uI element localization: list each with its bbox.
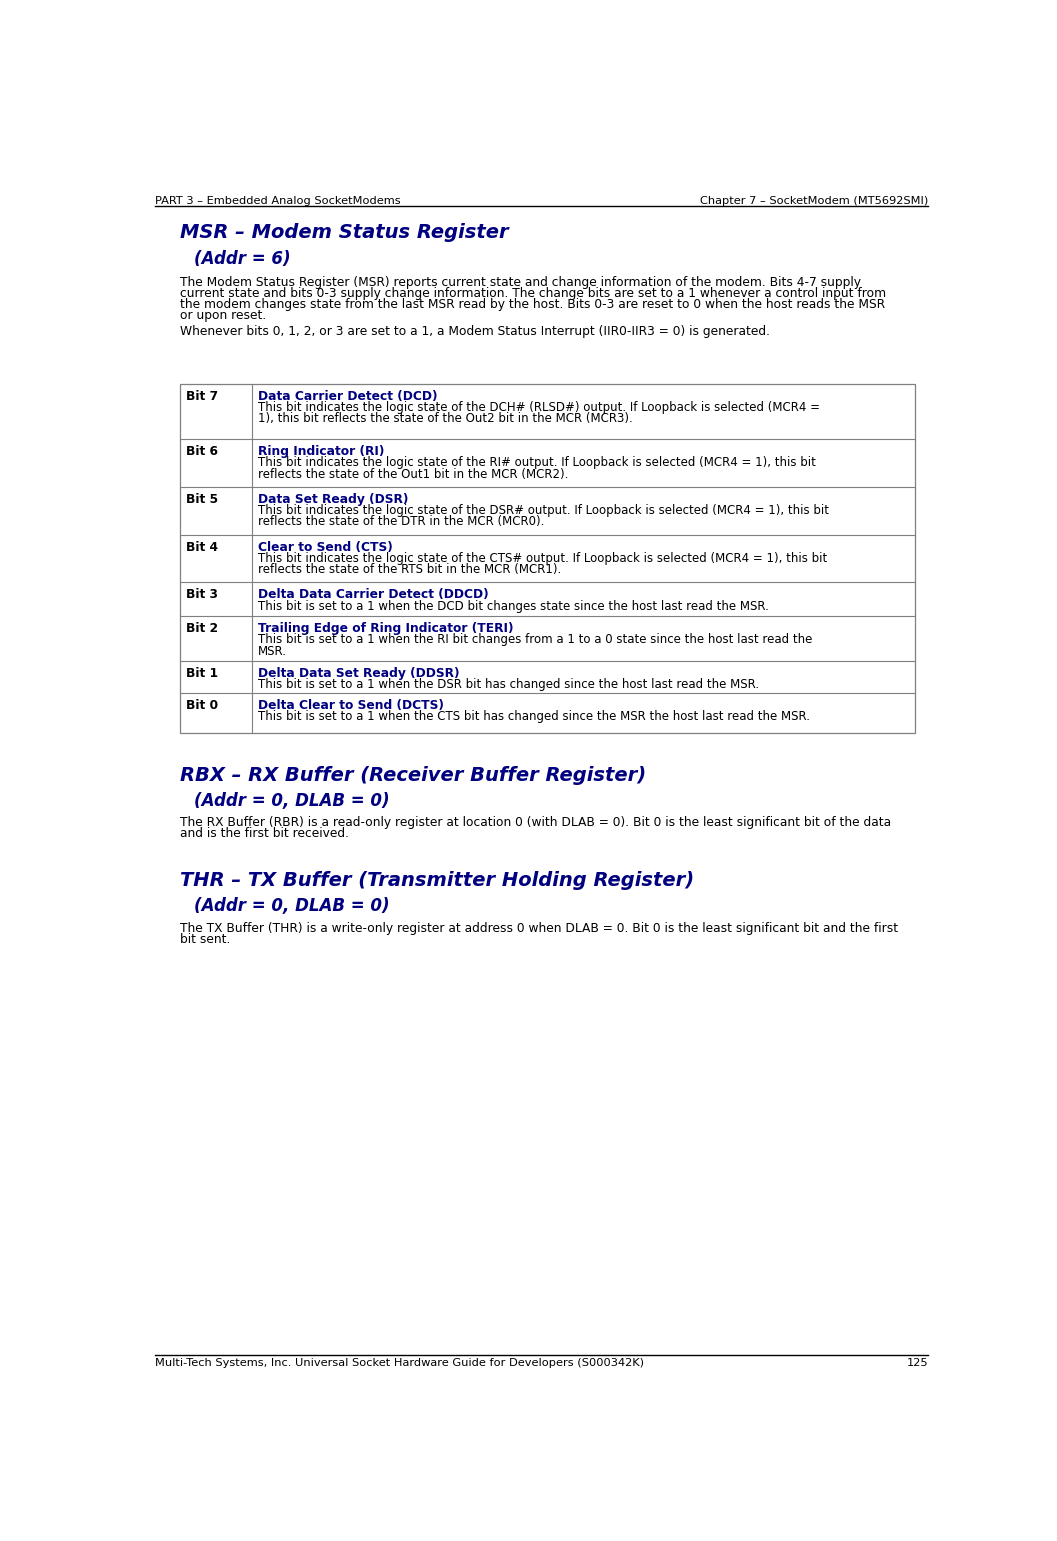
Text: THR – TX Buffer (Transmitter Holding Register): THR – TX Buffer (Transmitter Holding Reg…: [180, 871, 694, 891]
Text: bit sent.: bit sent.: [180, 932, 230, 946]
Text: MSR.: MSR.: [258, 644, 286, 658]
Text: The Modem Status Register (MSR) reports current state and change information of : The Modem Status Register (MSR) reports …: [180, 276, 861, 288]
Text: This bit indicates the logic state of the CTS# output. If Loopback is selected (: This bit indicates the logic state of th…: [258, 552, 827, 566]
Text: This bit indicates the logic state of the DCH# (RLSD#) output. If Loopback is se: This bit indicates the logic state of th…: [258, 401, 819, 415]
Text: Data Set Ready (DSR): Data Set Ready (DSR): [258, 493, 408, 505]
Text: Chapter 7 – SocketModem (MT5692SMI): Chapter 7 – SocketModem (MT5692SMI): [700, 196, 928, 205]
Text: PART 3 – Embedded Analog SocketModems: PART 3 – Embedded Analog SocketModems: [155, 196, 401, 205]
Text: This bit is set to a 1 when the DCD bit changes state since the host last read t: This bit is set to a 1 when the DCD bit …: [258, 599, 768, 613]
Text: MSR – Modem Status Register: MSR – Modem Status Register: [180, 223, 508, 242]
Bar: [180, 384, 915, 734]
Text: Bit 5: Bit 5: [186, 493, 218, 505]
Text: The RX Buffer (RBR) is a read-only register at location 0 (with DLAB = 0). Bit 0: The RX Buffer (RBR) is a read-only regis…: [180, 817, 891, 829]
Text: Bit 3: Bit 3: [186, 589, 218, 601]
Text: reflects the state of the Out1 bit in the MCR (MCR2).: reflects the state of the Out1 bit in th…: [258, 467, 568, 481]
Text: Bit 2: Bit 2: [186, 623, 218, 635]
Text: The TX Buffer (THR) is a write-only register at address 0 when DLAB = 0. Bit 0 i: The TX Buffer (THR) is a write-only regi…: [180, 922, 898, 935]
Text: 1), this bit reflects the state of the Out2 bit in the MCR (MCR3).: 1), this bit reflects the state of the O…: [258, 411, 632, 425]
Text: or upon reset.: or upon reset.: [180, 310, 266, 322]
Text: This bit is set to a 1 when the CTS bit has changed since the MSR the host last : This bit is set to a 1 when the CTS bit …: [258, 710, 810, 723]
Text: This bit indicates the logic state of the DSR# output. If Loopback is selected (: This bit indicates the logic state of th…: [258, 504, 829, 518]
Text: the modem changes state from the last MSR read by the host. Bits 0-3 are reset t: the modem changes state from the last MS…: [180, 297, 886, 311]
Text: Bit 0: Bit 0: [186, 700, 218, 712]
Text: Ring Indicator (RI): Ring Indicator (RI): [258, 445, 384, 458]
Text: Bit 7: Bit 7: [186, 390, 218, 402]
Text: 125: 125: [907, 1358, 928, 1367]
Text: Delta Clear to Send (DCTS): Delta Clear to Send (DCTS): [258, 700, 444, 712]
Text: Bit 4: Bit 4: [186, 541, 218, 553]
Text: Delta Data Carrier Detect (DDCD): Delta Data Carrier Detect (DDCD): [258, 589, 488, 601]
Text: reflects the state of the RTS bit in the MCR (MCR1).: reflects the state of the RTS bit in the…: [258, 562, 561, 576]
Text: and is the first bit received.: and is the first bit received.: [180, 828, 349, 840]
Text: This bit indicates the logic state of the RI# output. If Loopback is selected (M: This bit indicates the logic state of th…: [258, 456, 816, 470]
Text: RBX – RX Buffer (Receiver Buffer Register): RBX – RX Buffer (Receiver Buffer Registe…: [180, 766, 646, 784]
Text: This bit is set to a 1 when the RI bit changes from a 1 to a 0 state since the h: This bit is set to a 1 when the RI bit c…: [258, 633, 812, 646]
Text: Multi-Tech Systems, Inc. Universal Socket Hardware Guide for Developers (S000342: Multi-Tech Systems, Inc. Universal Socke…: [155, 1358, 645, 1367]
Text: Clear to Send (CTS): Clear to Send (CTS): [258, 541, 392, 553]
Text: Data Carrier Detect (DCD): Data Carrier Detect (DCD): [258, 390, 438, 402]
Text: current state and bits 0-3 supply change information. The change bits are set to: current state and bits 0-3 supply change…: [180, 287, 887, 300]
Text: Trailing Edge of Ring Indicator (TERI): Trailing Edge of Ring Indicator (TERI): [258, 623, 514, 635]
Text: Bit 1: Bit 1: [186, 667, 218, 680]
Text: Delta Data Set Ready (DDSR): Delta Data Set Ready (DDSR): [258, 667, 459, 680]
Text: This bit is set to a 1 when the DSR bit has changed since the host last read the: This bit is set to a 1 when the DSR bit …: [258, 678, 759, 690]
Text: (Addr = 6): (Addr = 6): [194, 250, 291, 268]
Text: Whenever bits 0, 1, 2, or 3 are set to a 1, a Modem Status Interrupt (IIR0-IIR3 : Whenever bits 0, 1, 2, or 3 are set to a…: [180, 325, 771, 337]
Text: (Addr = 0, DLAB = 0): (Addr = 0, DLAB = 0): [194, 792, 390, 809]
Text: reflects the state of the DTR in the MCR (MCR0).: reflects the state of the DTR in the MCR…: [258, 515, 544, 529]
Text: (Addr = 0, DLAB = 0): (Addr = 0, DLAB = 0): [194, 897, 390, 915]
Text: Bit 6: Bit 6: [186, 445, 218, 458]
